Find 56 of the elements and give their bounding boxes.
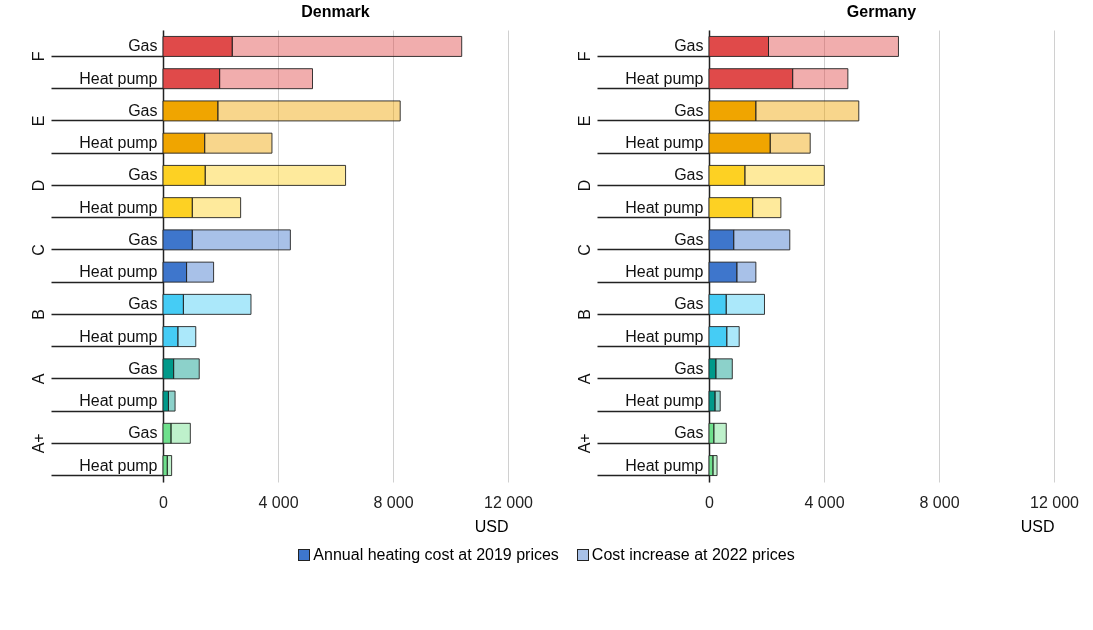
y-tick-label: Gas <box>128 37 158 55</box>
y-tick-label: Heat pump <box>79 198 158 216</box>
y-tick-label: Heat pump <box>79 134 158 152</box>
text: C <box>576 244 593 256</box>
y-tick-label: Heat pump <box>625 134 704 152</box>
x-tick-label: 4 000 <box>804 493 845 511</box>
x-axis-title: USD <box>1020 517 1055 535</box>
text: A <box>30 373 47 385</box>
y-tick-label: Heat pump <box>625 69 704 87</box>
y-tick-label: Gas <box>674 230 704 248</box>
x-tick-label: 0 <box>705 493 715 511</box>
y-tick-label: Gas <box>128 101 158 119</box>
text: E <box>30 115 47 127</box>
text: C <box>30 244 47 256</box>
y-tick-label: Heat pump <box>625 456 704 474</box>
y-tick-label: Gas <box>674 37 704 55</box>
text: A+ <box>576 433 593 454</box>
x-tick-label: 12 000 <box>1030 493 1080 511</box>
text: B <box>30 309 47 320</box>
y-tick-label: Heat pump <box>79 69 158 87</box>
y-tick-label: Gas <box>128 166 158 184</box>
x-tick-label: 8 000 <box>373 493 414 511</box>
y-tick-label: Gas <box>674 166 704 184</box>
x-tick-label: 12 000 <box>484 493 534 511</box>
y-tick-label: Gas <box>128 295 158 313</box>
y-tick-label: Gas <box>128 424 158 442</box>
chart-title: Denmark <box>301 3 370 20</box>
y-tick-label: Heat pump <box>625 392 704 410</box>
y-tick-label: Gas <box>674 295 704 313</box>
text: A+ <box>30 433 47 454</box>
text: B <box>576 309 593 320</box>
legend-label: Cost increase at 2022 prices <box>591 546 795 564</box>
y-tick-label: Heat pump <box>625 198 704 216</box>
y-tick-label: Gas <box>674 359 704 377</box>
y-tick-label: Heat pump <box>79 392 158 410</box>
chart-title: Germany <box>846 3 917 20</box>
y-tick-label: Gas <box>674 101 704 119</box>
text: D <box>30 179 47 192</box>
text: E <box>576 115 593 127</box>
x-tick-label: 8 000 <box>919 493 960 511</box>
y-tick-label: Gas <box>128 359 158 377</box>
text: F <box>30 51 47 62</box>
y-tick-label: Heat pump <box>625 327 704 345</box>
x-tick-label: 4 000 <box>258 493 299 511</box>
y-tick-label: Gas <box>674 424 704 442</box>
y-tick-label: Heat pump <box>79 456 158 474</box>
y-tick-label: Heat pump <box>625 263 704 281</box>
y-tick-label: Gas <box>128 230 158 248</box>
x-axis-title: USD <box>474 517 509 535</box>
text: F <box>576 51 593 62</box>
text: A <box>576 373 593 385</box>
legend-label: Annual heating cost at 2019 prices <box>313 546 559 564</box>
y-tick-label: Heat pump <box>79 327 158 345</box>
y-tick-label: Heat pump <box>79 263 158 281</box>
x-tick-label: 0 <box>159 493 169 511</box>
text: D <box>576 179 593 192</box>
